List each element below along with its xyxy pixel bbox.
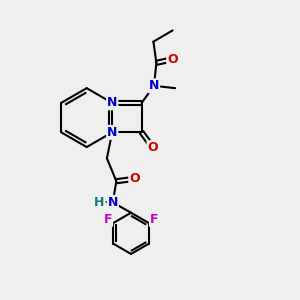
Text: F: F xyxy=(150,213,158,226)
Text: H: H xyxy=(94,196,105,209)
Text: N: N xyxy=(107,126,117,139)
Text: O: O xyxy=(129,172,140,185)
Text: O: O xyxy=(148,141,158,154)
Text: N: N xyxy=(149,79,159,92)
Text: N: N xyxy=(107,96,117,110)
Text: N: N xyxy=(108,196,118,209)
Text: F: F xyxy=(103,213,112,226)
Text: O: O xyxy=(167,53,178,66)
